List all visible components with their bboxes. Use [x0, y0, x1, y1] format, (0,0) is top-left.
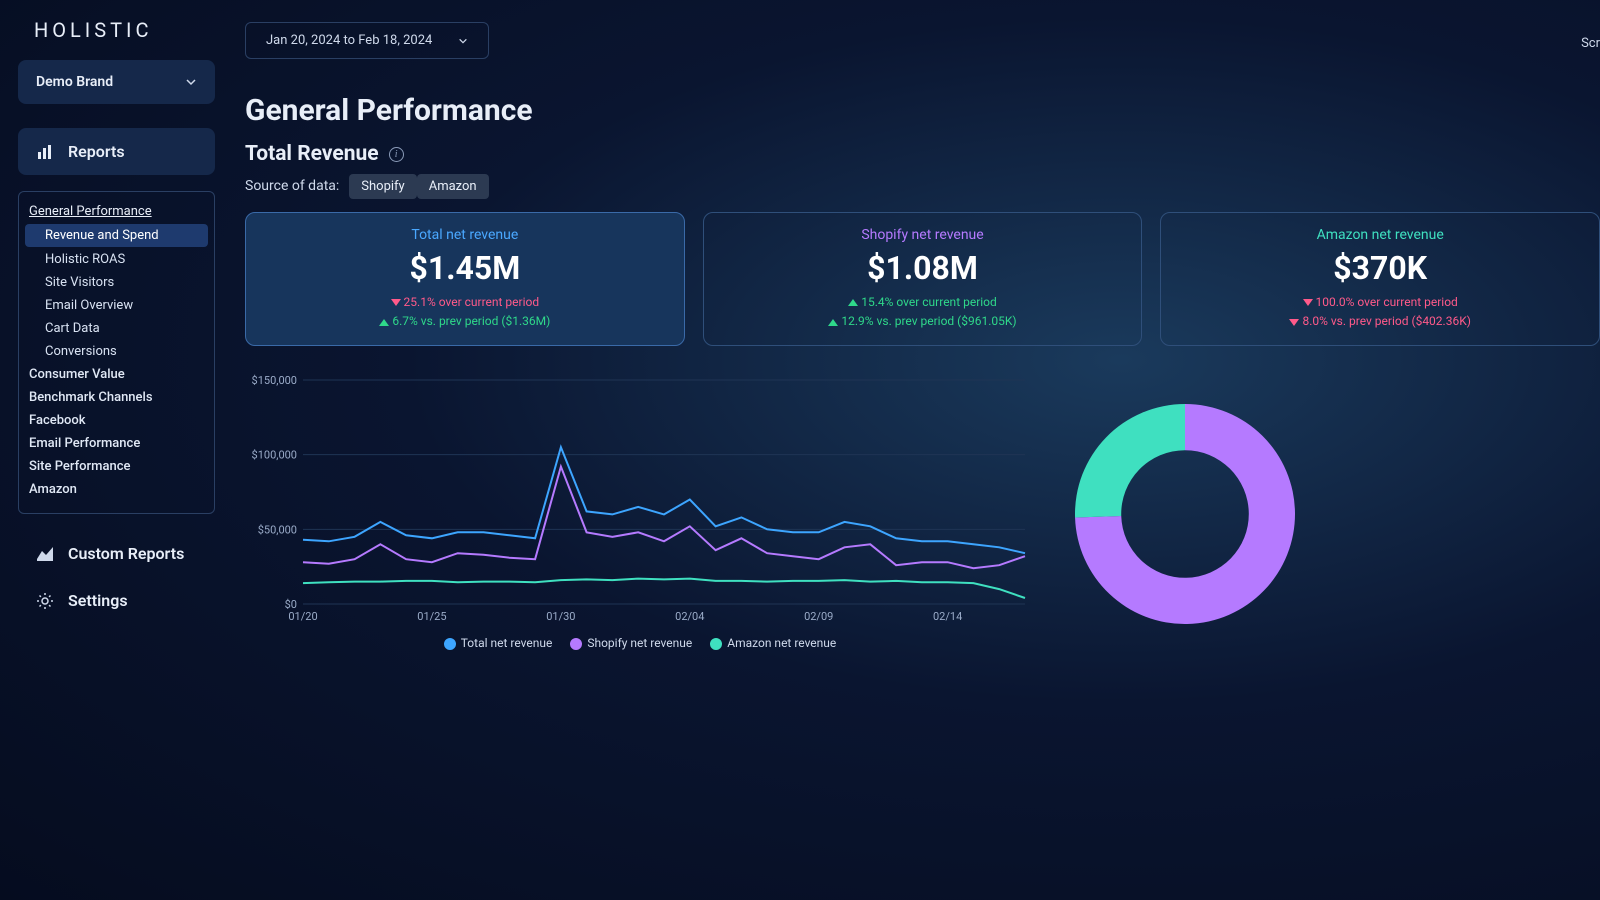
- scroll-indicator: Scr: [1581, 36, 1600, 51]
- data-source-row: Source of data: ShopifyAmazon: [245, 178, 1600, 194]
- card-value: $1.08M: [714, 249, 1132, 287]
- main-content: Jan 20, 2024 to Feb 18, 2024 Scr General…: [215, 0, 1600, 900]
- info-icon[interactable]: i: [389, 147, 404, 162]
- tree-sub-item[interactable]: Holistic ROAS: [19, 248, 214, 271]
- nav-settings-label: Settings: [68, 591, 128, 610]
- card-title: Amazon net revenue: [1171, 227, 1589, 243]
- page-title: General Performance: [245, 93, 1600, 128]
- svg-text:02/14: 02/14: [933, 610, 962, 623]
- brand-logo: HOLISTIC: [18, 18, 215, 42]
- legend-item: Shopify net revenue: [570, 636, 692, 650]
- svg-text:01/25: 01/25: [417, 610, 446, 623]
- chevron-down-icon: [458, 36, 468, 46]
- date-range-label: Jan 20, 2024 to Feb 18, 2024: [266, 33, 432, 48]
- tree-sub-item[interactable]: Conversions: [19, 340, 214, 363]
- card-change-prev: 6.7% vs. prev period ($1.36M): [256, 312, 674, 331]
- svg-text:$50,000: $50,000: [258, 524, 297, 537]
- revenue-donut-chart: [1075, 404, 1335, 628]
- kpi-card[interactable]: Shopify net revenue $1.08M 15.4% over curr…: [703, 212, 1143, 346]
- section-title: Total Revenue: [245, 142, 379, 166]
- card-change-current: 100.0% over current period: [1171, 293, 1589, 312]
- legend-item: Amazon net revenue: [710, 636, 836, 650]
- tree-sub-item[interactable]: Site Visitors: [19, 271, 214, 294]
- tree-top-item[interactable]: Consumer Value: [19, 363, 214, 386]
- svg-text:$100,000: $100,000: [252, 449, 297, 462]
- tree-sub-item[interactable]: Cart Data: [19, 317, 214, 340]
- area-chart-icon: [36, 545, 54, 563]
- sidebar: HOLISTIC Demo Brand Reports General Perf…: [0, 0, 215, 900]
- source-chip[interactable]: Amazon: [417, 174, 489, 199]
- card-value: $1.45M: [256, 249, 674, 287]
- gear-icon: [36, 592, 54, 610]
- revenue-line-chart: $0$50,000$100,000$150,00001/2001/2501/30…: [245, 374, 1035, 650]
- tree-top-item[interactable]: Amazon: [19, 478, 214, 501]
- svg-text:01/30: 01/30: [546, 610, 575, 623]
- svg-text:$150,000: $150,000: [252, 374, 297, 387]
- source-chip[interactable]: Shopify: [349, 174, 416, 199]
- card-change-prev: 8.0% vs. prev period ($402.36K): [1171, 312, 1589, 331]
- card-change-prev: 12.9% vs. prev period ($961.05K): [714, 312, 1132, 331]
- nav-reports-label: Reports: [68, 142, 125, 161]
- kpi-cards: Total net revenue $1.45M 25.1% over curren…: [245, 212, 1600, 346]
- bar-chart-icon: [36, 143, 54, 161]
- tree-top-item[interactable]: Benchmark Channels: [19, 386, 214, 409]
- tree-top-item[interactable]: Facebook: [19, 409, 214, 432]
- card-title: Shopify net revenue: [714, 227, 1132, 243]
- source-label: Source of data:: [245, 178, 339, 194]
- brand-selector[interactable]: Demo Brand: [18, 60, 215, 104]
- svg-text:02/09: 02/09: [804, 610, 833, 623]
- chevron-down-icon: [185, 76, 197, 88]
- nav-custom-reports-label: Custom Reports: [68, 544, 184, 563]
- reports-tree: General Performance Revenue and SpendHol…: [18, 191, 215, 514]
- line-chart-legend: Total net revenue Shopify net revenue Amaz…: [245, 636, 1035, 650]
- nav-custom-reports[interactable]: Custom Reports: [18, 534, 215, 573]
- card-title: Total net revenue: [256, 227, 674, 243]
- card-change-current: 25.1% over current period: [256, 293, 674, 312]
- tree-top-item[interactable]: Site Performance: [19, 455, 214, 478]
- kpi-card[interactable]: Amazon net revenue $370K 100.0% over curre…: [1160, 212, 1600, 346]
- kpi-card[interactable]: Total net revenue $1.45M 25.1% over curren…: [245, 212, 685, 346]
- nav-settings[interactable]: Settings: [18, 581, 215, 620]
- tree-sub-item[interactable]: Revenue and Spend: [25, 224, 208, 247]
- tree-top-item[interactable]: Email Performance: [19, 432, 214, 455]
- tree-sub-item[interactable]: Email Overview: [19, 294, 214, 317]
- nav-reports[interactable]: Reports: [18, 128, 215, 175]
- card-value: $370K: [1171, 249, 1589, 287]
- svg-text:02/04: 02/04: [675, 610, 704, 623]
- date-range-picker[interactable]: Jan 20, 2024 to Feb 18, 2024: [245, 22, 489, 59]
- tree-root-general-performance[interactable]: General Performance: [19, 200, 214, 223]
- card-change-current: 15.4% over current period: [714, 293, 1132, 312]
- legend-item: Total net revenue: [444, 636, 553, 650]
- brand-selector-label: Demo Brand: [36, 74, 113, 90]
- svg-text:01/20: 01/20: [288, 610, 317, 623]
